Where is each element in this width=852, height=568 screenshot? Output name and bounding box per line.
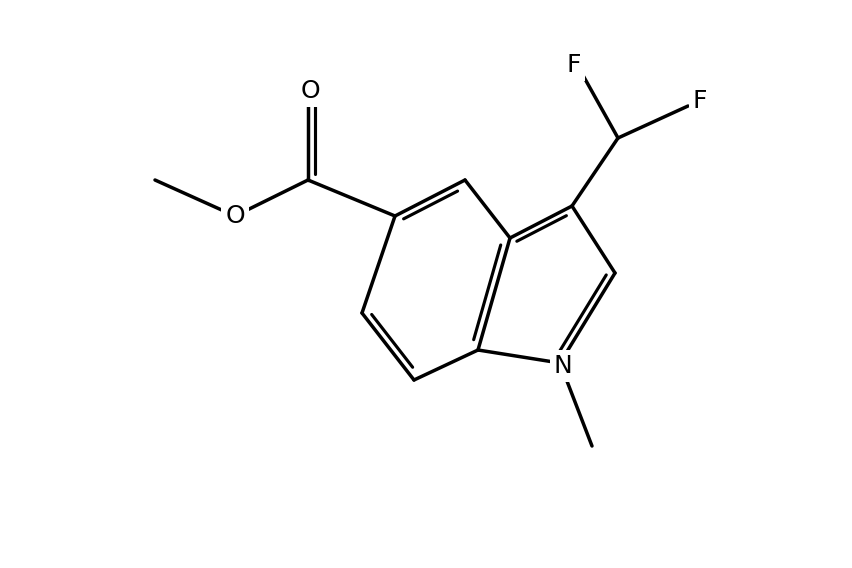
Text: O: O (300, 79, 320, 103)
Text: O: O (225, 204, 245, 228)
Text: F: F (567, 53, 581, 77)
Text: N: N (554, 354, 573, 378)
Text: F: F (693, 89, 707, 113)
